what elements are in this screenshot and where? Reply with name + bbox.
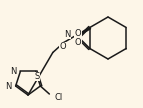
Text: O: O [75, 29, 81, 38]
Text: S: S [34, 72, 39, 81]
Text: N: N [5, 82, 12, 91]
Text: Cl: Cl [54, 93, 63, 102]
Text: N: N [10, 67, 16, 76]
Text: O: O [75, 38, 81, 47]
Text: O: O [59, 42, 66, 51]
Text: N: N [64, 30, 71, 39]
